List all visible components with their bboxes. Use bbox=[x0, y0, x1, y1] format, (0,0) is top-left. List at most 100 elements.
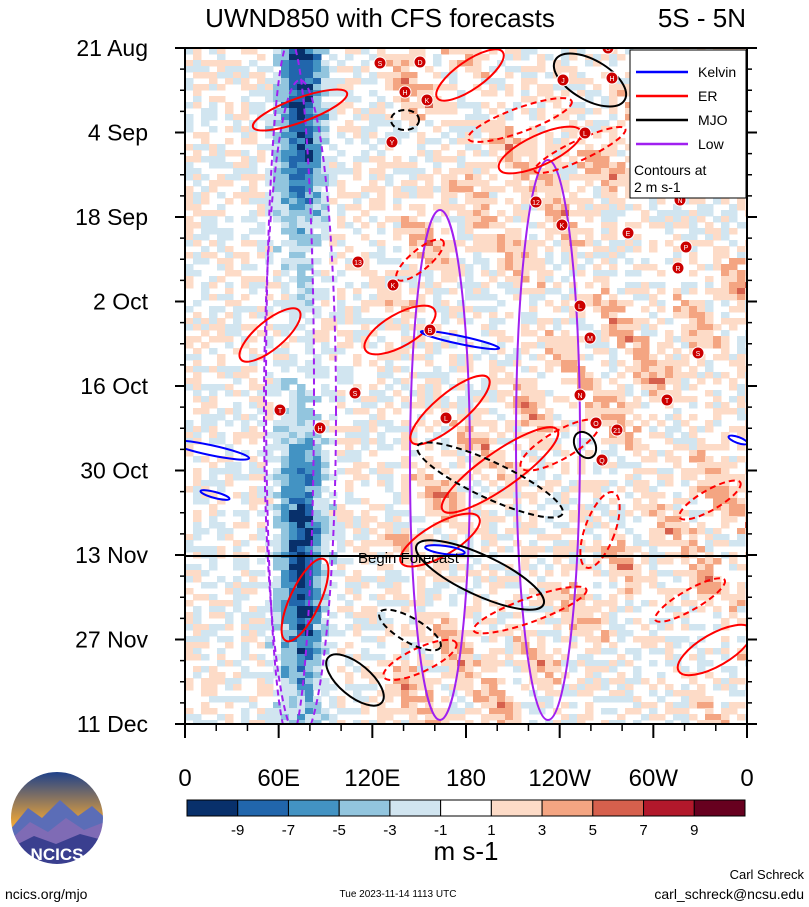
field-cell bbox=[657, 534, 666, 541]
field-cell bbox=[297, 714, 306, 721]
field-cell bbox=[505, 420, 514, 427]
field-cell bbox=[337, 318, 346, 325]
field-cell bbox=[649, 264, 658, 271]
field-cell bbox=[193, 204, 202, 211]
field-cell bbox=[473, 162, 482, 169]
field-cell bbox=[233, 126, 242, 133]
field-cell bbox=[569, 564, 578, 571]
field-cell bbox=[633, 504, 642, 511]
field-cell bbox=[489, 510, 498, 517]
field-cell bbox=[673, 462, 682, 469]
field-cell bbox=[473, 612, 482, 619]
field-cell bbox=[473, 690, 482, 697]
field-cell bbox=[369, 102, 378, 109]
field-cell bbox=[497, 450, 506, 457]
field-cell bbox=[209, 606, 218, 613]
field-cell bbox=[361, 624, 370, 631]
field-cell bbox=[345, 258, 354, 265]
field-cell bbox=[545, 672, 554, 679]
field-cell bbox=[569, 84, 578, 91]
field-cell bbox=[641, 348, 650, 355]
field-cell bbox=[681, 300, 690, 307]
field-cell bbox=[265, 174, 274, 181]
field-cell bbox=[297, 234, 306, 241]
field-cell bbox=[401, 630, 410, 637]
field-cell bbox=[553, 594, 562, 601]
field-cell bbox=[361, 420, 370, 427]
field-cell bbox=[617, 654, 626, 661]
field-cell bbox=[281, 120, 290, 127]
field-cell bbox=[649, 366, 658, 373]
field-cell bbox=[289, 498, 298, 505]
field-cell bbox=[569, 486, 578, 493]
field-cell bbox=[497, 708, 506, 715]
field-cell bbox=[289, 240, 298, 247]
field-cell bbox=[425, 714, 434, 721]
field-cell bbox=[265, 618, 274, 625]
field-cell bbox=[569, 684, 578, 691]
field-cell bbox=[425, 234, 434, 241]
field-cell bbox=[281, 630, 290, 637]
field-cell bbox=[489, 654, 498, 661]
field-cell bbox=[705, 660, 714, 667]
field-cell bbox=[273, 582, 282, 589]
field-cell bbox=[441, 84, 450, 91]
field-cell bbox=[505, 48, 514, 55]
field-cell bbox=[577, 456, 586, 463]
field-cell bbox=[601, 360, 610, 367]
field-cell bbox=[185, 174, 194, 181]
field-cell bbox=[529, 570, 538, 577]
field-cell bbox=[561, 714, 570, 721]
field-cell bbox=[425, 186, 434, 193]
field-cell bbox=[561, 216, 570, 223]
field-cell bbox=[297, 384, 306, 391]
field-cell bbox=[681, 210, 690, 217]
field-cell bbox=[305, 522, 314, 529]
field-cell bbox=[281, 192, 290, 199]
field-cell bbox=[737, 534, 746, 541]
field-cell bbox=[305, 294, 314, 301]
field-cell bbox=[433, 504, 442, 511]
field-cell bbox=[265, 342, 274, 349]
field-cell bbox=[737, 474, 746, 481]
field-cell bbox=[345, 372, 354, 379]
field-cell bbox=[577, 354, 586, 361]
field-cell bbox=[297, 174, 306, 181]
field-cell bbox=[281, 144, 290, 151]
field-cell bbox=[281, 504, 290, 511]
field-cell bbox=[521, 252, 530, 259]
field-cell bbox=[609, 186, 618, 193]
field-cell bbox=[473, 66, 482, 73]
field-cell bbox=[457, 456, 466, 463]
field-cell bbox=[217, 246, 226, 253]
storm-marker bbox=[555, 218, 569, 232]
field-cell bbox=[697, 360, 706, 367]
field-cell bbox=[345, 312, 354, 319]
field-cell bbox=[193, 714, 202, 721]
field-cell bbox=[529, 318, 538, 325]
field-cell bbox=[265, 240, 274, 247]
field-cell bbox=[329, 396, 338, 403]
field-cell bbox=[241, 342, 250, 349]
field-cell bbox=[185, 48, 194, 55]
field-cell bbox=[649, 642, 658, 649]
field-cell bbox=[233, 366, 242, 373]
field-cell bbox=[377, 366, 386, 373]
field-cell bbox=[465, 360, 474, 367]
field-cell bbox=[553, 138, 562, 145]
field-cell bbox=[345, 522, 354, 529]
field-cell bbox=[537, 270, 546, 277]
field-cell bbox=[281, 714, 290, 721]
field-cell bbox=[553, 60, 562, 67]
field-cell bbox=[377, 372, 386, 379]
field-cell bbox=[737, 702, 746, 709]
field-cell bbox=[257, 546, 266, 553]
field-cell bbox=[457, 204, 466, 211]
field-cell bbox=[601, 144, 610, 151]
field-cell bbox=[433, 642, 442, 649]
field-cell bbox=[473, 354, 482, 361]
field-cell bbox=[425, 720, 434, 724]
field-cell bbox=[577, 108, 586, 115]
field-cell bbox=[545, 228, 554, 235]
field-cell bbox=[529, 48, 538, 55]
